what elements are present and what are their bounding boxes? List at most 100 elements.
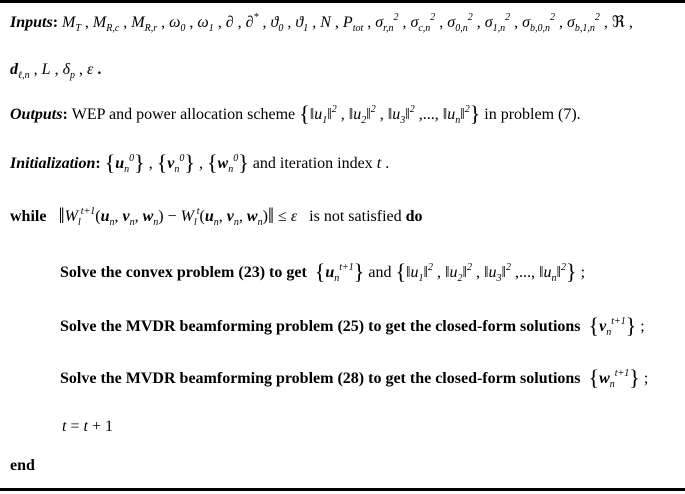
- math-symbol: un: [205, 208, 219, 228]
- math-subscript: 0,n: [455, 23, 468, 34]
- math-superscript: t: [196, 206, 200, 217]
- math-subscript: b,1,n: [574, 23, 595, 34]
- keyword-text: Solve the MVDR beamforming problem (25) …: [60, 318, 589, 335]
- math-subscript: r,n: [383, 23, 394, 34]
- math-subscript: 3: [400, 115, 406, 126]
- text: ‖: [462, 264, 468, 281]
- text: ,: [75, 61, 88, 78]
- text: ,: [398, 14, 411, 31]
- math-symbol: ϑ1: [295, 14, 309, 34]
- math-subscript: n: [124, 164, 130, 175]
- text: ,: [472, 14, 485, 31]
- text: and iteration index: [248, 155, 377, 172]
- math-base: t: [62, 418, 67, 435]
- text: ‖: [405, 106, 410, 123]
- text: ℜ: [611, 14, 625, 31]
- keyword-text: Inputs: [10, 14, 53, 31]
- math-base: u: [314, 106, 323, 123]
- math-symbol: 2: [467, 262, 473, 281]
- math-symbol: 2: [561, 263, 566, 281]
- text: + 1: [87, 418, 113, 435]
- math-symbol: wn0: [218, 154, 239, 175]
- text: ‖: [58, 203, 65, 228]
- text: }: [625, 313, 637, 338]
- math-base: σ: [375, 14, 384, 31]
- text: ,..., ‖: [511, 264, 544, 281]
- text: ‖: [423, 264, 429, 281]
- bottom-rule: [0, 488, 685, 491]
- math-symbol: un: [543, 264, 557, 284]
- math-subscript: R,r: [144, 23, 158, 34]
- inputs-line-2: dℓ,n , L , δp , ε .: [10, 60, 101, 81]
- text: ,: [233, 14, 246, 31]
- math-subscript: 1: [418, 273, 424, 284]
- math-symbol: 2: [332, 105, 337, 123]
- math-base: u: [543, 264, 552, 281]
- math-subscript: 1: [303, 23, 309, 34]
- math-symbol: u1: [411, 264, 424, 284]
- math-symbol: 2: [409, 104, 415, 123]
- keyword-text: :: [62, 106, 72, 123]
- math-base: ω: [197, 14, 209, 31]
- math-superscript: 2: [506, 262, 512, 273]
- keyword-text: :: [52, 14, 63, 31]
- math-base: u: [488, 264, 497, 281]
- step-increment: t = t + 1: [62, 417, 113, 437]
- math-base: ω: [169, 14, 181, 31]
- math-symbol: Ptot: [343, 14, 363, 34]
- text: ‖: [460, 106, 465, 123]
- text: ,: [283, 14, 296, 31]
- math-superscript: 0: [129, 153, 135, 164]
- math-symbol: σ1,n2: [485, 12, 511, 34]
- text: {: [588, 365, 600, 390]
- math-symbol: ∂*: [246, 13, 259, 32]
- text: ,: [50, 61, 63, 78]
- math-superscript: t+1: [611, 316, 626, 327]
- math-symbol: vn: [123, 208, 135, 228]
- math-subscript: 1,n: [492, 23, 506, 34]
- math-symbol: L: [42, 61, 51, 78]
- math-symbol: Wlt: [181, 206, 200, 228]
- math-superscript: t+1: [339, 262, 354, 273]
- math-base: u: [353, 106, 362, 123]
- math-superscript: 2: [505, 12, 511, 23]
- math-symbol: vnt+1: [599, 316, 626, 338]
- text: {: [206, 150, 218, 175]
- keyword-text: end: [10, 457, 35, 474]
- text: }: [469, 101, 481, 126]
- math-subscript: 2: [457, 273, 463, 284]
- text: in problem (7).: [480, 106, 581, 123]
- text: WEP and power allocation scheme: [71, 106, 300, 123]
- math-symbol: MR,r: [131, 14, 158, 34]
- text: ,: [194, 155, 207, 172]
- math-base: u: [449, 264, 458, 281]
- text: {: [156, 150, 168, 175]
- math-superscript: 2: [409, 104, 415, 115]
- step-convex: Solve the convex problem (23) to get {un…: [60, 261, 586, 284]
- math-base: w: [246, 208, 258, 225]
- math-base: ε: [87, 61, 94, 78]
- math-subscript: c,n: [418, 23, 431, 34]
- math-symbol: ϑ0: [271, 14, 284, 34]
- math-subscript: p: [70, 70, 76, 81]
- text: , ‖: [336, 106, 354, 123]
- math-symbol: ∂: [226, 14, 234, 31]
- math-symbol: t: [377, 155, 381, 172]
- math-subscript: 0: [278, 23, 284, 34]
- text: ;: [639, 370, 649, 387]
- math-symbol: t: [62, 418, 66, 435]
- math-superscript: 2: [467, 262, 473, 273]
- math-base: u: [392, 106, 401, 123]
- math-symbol: ε: [291, 208, 297, 225]
- text: ‖: [327, 106, 332, 123]
- math-subscript: n: [455, 115, 461, 126]
- text: ;: [576, 264, 586, 281]
- math-base: u: [100, 208, 110, 225]
- math-symbol: dℓ,n: [10, 61, 30, 81]
- text: ‖: [366, 106, 371, 123]
- math-symbol: un0: [115, 153, 135, 175]
- math-superscript: 2: [464, 104, 470, 115]
- math-symbol: vn: [227, 208, 239, 228]
- text: ,: [29, 61, 42, 78]
- text: ,: [144, 155, 157, 172]
